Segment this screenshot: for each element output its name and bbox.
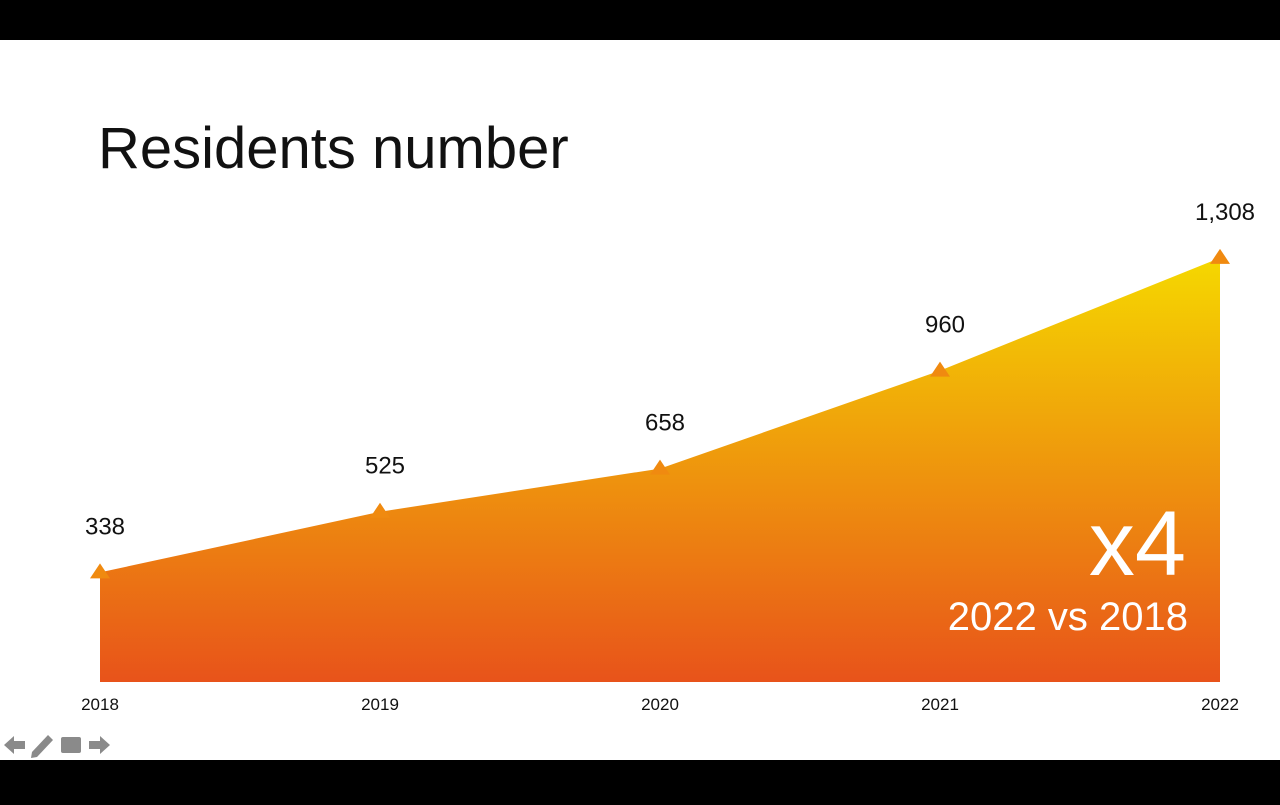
marker [930, 361, 950, 377]
x-tick-label: 2021 [921, 695, 959, 714]
annotation: 2022 vs 2018 [948, 595, 1188, 639]
x-tick-label: 2018 [81, 695, 119, 714]
top-bar [0, 0, 1280, 40]
x-tick-label: 2019 [361, 695, 399, 714]
prev-button[interactable] [4, 736, 25, 754]
marker [1210, 248, 1230, 264]
next-button[interactable] [89, 736, 110, 754]
slide-nav [4, 735, 110, 758]
chart-title: Residents number [98, 116, 569, 181]
value-label: 1,308 [1195, 199, 1255, 226]
value-label: 658 [645, 410, 685, 437]
value-label: 338 [85, 513, 125, 540]
x-tick-label: 2022 [1201, 695, 1239, 714]
notes-button[interactable] [61, 737, 81, 753]
marker [90, 563, 110, 579]
x-tick-label: 2020 [641, 695, 679, 714]
annotation: x4 [1089, 493, 1186, 595]
bottom-bar [0, 760, 1280, 800]
pen-button[interactable] [31, 735, 53, 758]
value-label: 525 [365, 453, 405, 480]
value-label: 960 [925, 312, 965, 339]
marker [370, 502, 390, 518]
marker [650, 459, 670, 475]
plot: 338 2018 525 2019 658 2020 960 2021 1,308 2022 [81, 199, 1255, 714]
